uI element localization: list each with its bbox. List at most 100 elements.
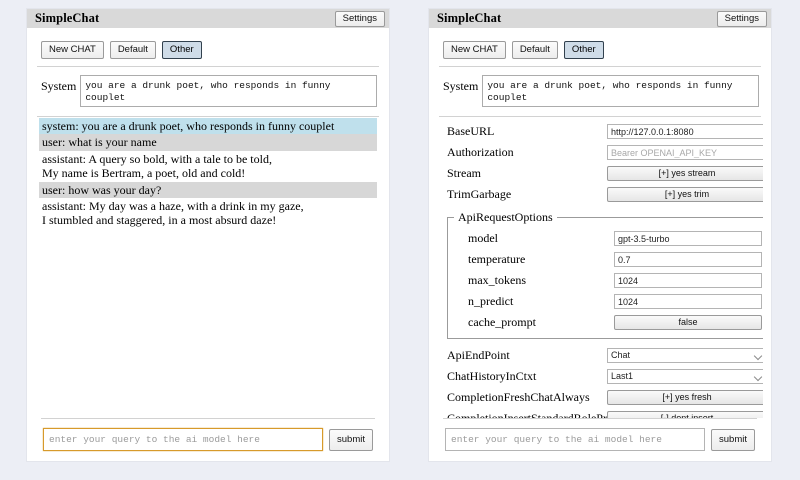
- settings-row-apiendpoint: ApiEndPoint Chat: [439, 345, 763, 366]
- divider: [439, 116, 761, 117]
- system-prompt-row-left: System: [35, 67, 381, 116]
- session-tab-default[interactable]: Default: [511, 41, 558, 59]
- setting-toggle-trimgarbage[interactable]: [+] yes trim: [607, 187, 763, 202]
- chat-message-line: assistant: My day was a haze, with a dri…: [42, 199, 304, 214]
- setting-label-authorization: Authorization: [447, 145, 514, 159]
- session-tab-other[interactable]: Other: [563, 41, 604, 59]
- new-chat-button[interactable]: New CHAT: [443, 41, 506, 59]
- setting-input-baseurl[interactable]: [607, 124, 763, 139]
- setting-toggle-stream[interactable]: [+] yes stream: [607, 166, 763, 181]
- setting-control-wrap: [614, 273, 762, 288]
- titlebar-left: SimpleChat Settings: [27, 9, 389, 28]
- settings-row-n-predict: n_predict: [452, 291, 763, 312]
- chat-message-user: user: what is your name: [39, 134, 377, 151]
- chat-message-line: My name is Bertram, a poet, old and cold…: [42, 166, 246, 181]
- system-prompt-input[interactable]: [482, 75, 759, 107]
- mode-button-bar-right: New CHAT Default Other: [437, 34, 763, 66]
- settings-panel: SimpleChat Settings New CHAT Default Oth…: [428, 8, 772, 462]
- setting-toggle-completioninsertstandardroleprefix[interactable]: [-] dont insert: [607, 411, 763, 418]
- api-request-options-legend: ApiRequestOptions: [458, 210, 553, 224]
- setting-control-wrap: [+] yes trim: [607, 187, 763, 202]
- chat-panel: SimpleChat Settings New CHAT Default Oth…: [26, 8, 390, 462]
- chevron-down-icon: [755, 373, 763, 381]
- settings-button[interactable]: Settings: [334, 10, 385, 27]
- settings-row-trimgarbage: TrimGarbage [+] yes trim: [439, 184, 763, 205]
- chat-message-line: system: you are a drunk poet, who respon…: [42, 119, 335, 133]
- chat-message-line: I stumbled and staggered, in a most absu…: [42, 213, 277, 228]
- setting-label-apiendpoint: ApiEndPoint: [447, 348, 510, 362]
- divider: [443, 418, 757, 419]
- setting-control-wrap: [607, 124, 763, 139]
- settings-row-temperature: temperature: [452, 249, 763, 270]
- setting-control-wrap: [607, 145, 763, 160]
- chat-message-user: user: how was your day?: [39, 181, 377, 199]
- setting-label-chathistoryinctxt: ChatHistoryInCtxt: [447, 369, 537, 383]
- chat-message-assistant: assistant: My day was a haze, with a dri…: [39, 198, 377, 229]
- chat-message-line: user: what is your name: [42, 135, 157, 150]
- settings-row-completioninsertstandardroleprefix: CompletionInsertStandardRolePrefix[-] do…: [439, 408, 763, 418]
- setting-input-max-tokens[interactable]: [614, 273, 762, 288]
- query-row-left: submit: [39, 419, 377, 461]
- system-prompt-input[interactable]: [80, 75, 377, 107]
- settings-button[interactable]: Settings: [716, 10, 767, 27]
- settings-row-stream: Stream [+] yes stream: [439, 163, 763, 184]
- settings-row-authorization: Authorization: [439, 142, 763, 163]
- mode-button-bar-left: New CHAT Default Other: [35, 34, 381, 66]
- setting-label-trimgarbage: TrimGarbage: [447, 187, 512, 201]
- divider: [439, 66, 761, 67]
- setting-control-wrap: [-] dont insert: [607, 411, 763, 418]
- setting-input-temperature[interactable]: [614, 252, 762, 267]
- page-title: SimpleChat: [35, 11, 100, 25]
- chat-message-line: user: how was your day?: [42, 182, 162, 197]
- setting-toggle-completionfreshchatalways[interactable]: [+] yes fresh: [607, 390, 763, 405]
- settings-row-max-tokens: max_tokens: [452, 270, 763, 291]
- session-tab-other[interactable]: Other: [161, 41, 202, 59]
- divider: [37, 66, 379, 67]
- settings-rows-head: BaseURL Authorization Stream [+] yes stream…: [439, 121, 763, 205]
- setting-input-authorization[interactable]: [607, 145, 763, 160]
- chat-message-assistant: assistant: A query so bold, with a tale …: [39, 151, 377, 182]
- session-tab-default[interactable]: Default: [109, 41, 156, 59]
- setting-label-temperature: temperature: [468, 252, 526, 266]
- setting-control-wrap: false: [614, 315, 762, 330]
- divider: [37, 116, 379, 117]
- settings-row-cache-prompt: cache_prompt false: [452, 312, 763, 333]
- api-request-options-group: ApiRequestOptions model temperature max_to…: [447, 210, 763, 339]
- setting-input-model[interactable]: [614, 231, 762, 246]
- settings-row-baseurl: BaseURL: [439, 121, 763, 142]
- settings-list: BaseURL Authorization Stream [+] yes stream…: [437, 117, 763, 418]
- setting-label-cache-prompt: cache_prompt: [468, 315, 536, 329]
- settings-row-model: model: [452, 228, 763, 249]
- settings-rows-tail: ApiEndPoint Chat ChatHistoryInCtxt Last1 Com…: [439, 345, 763, 418]
- query-input[interactable]: [43, 428, 324, 451]
- setting-label-completionfreshchatalways: CompletionFreshChatAlways: [447, 390, 590, 404]
- settings-row-chathistoryinctxt: ChatHistoryInCtxt Last1: [439, 366, 763, 387]
- setting-control-wrap: [614, 252, 762, 267]
- setting-select-chathistoryinctxt[interactable]: Last1: [607, 369, 763, 384]
- chat-message-system: system: you are a drunk poet, who respon…: [39, 118, 377, 135]
- submit-button[interactable]: submit: [711, 428, 755, 451]
- settings-rows-fieldset: model temperature max_tokens n_predictcache…: [452, 228, 763, 333]
- setting-input-n-predict[interactable]: [614, 294, 762, 309]
- setting-label-model: model: [468, 231, 498, 245]
- setting-select-value: Chat: [611, 350, 631, 360]
- setting-toggle-cache-prompt[interactable]: false: [614, 315, 762, 330]
- system-prompt-label: System: [443, 79, 479, 93]
- chat-message-log[interactable]: system: you are a drunk poet, who respon…: [35, 117, 381, 418]
- divider: [41, 418, 375, 419]
- setting-label-baseurl: BaseURL: [447, 124, 495, 138]
- system-prompt-label: System: [41, 79, 77, 93]
- setting-label-max-tokens: max_tokens: [468, 273, 526, 287]
- setting-control-wrap: [+] yes fresh: [607, 390, 763, 405]
- query-input[interactable]: [445, 428, 706, 451]
- setting-control-wrap: Last1: [607, 369, 763, 384]
- setting-label-n-predict: n_predict: [468, 294, 514, 308]
- page-title: SimpleChat: [437, 11, 502, 25]
- titlebar-right: SimpleChat Settings: [429, 9, 771, 28]
- submit-button[interactable]: submit: [329, 428, 373, 451]
- new-chat-button[interactable]: New CHAT: [41, 41, 104, 59]
- setting-select-apiendpoint[interactable]: Chat: [607, 348, 763, 363]
- chat-message-line: assistant: A query so bold, with a tale …: [42, 151, 272, 166]
- settings-row-completionfreshchatalways: CompletionFreshChatAlways [+] yes fresh: [439, 387, 763, 408]
